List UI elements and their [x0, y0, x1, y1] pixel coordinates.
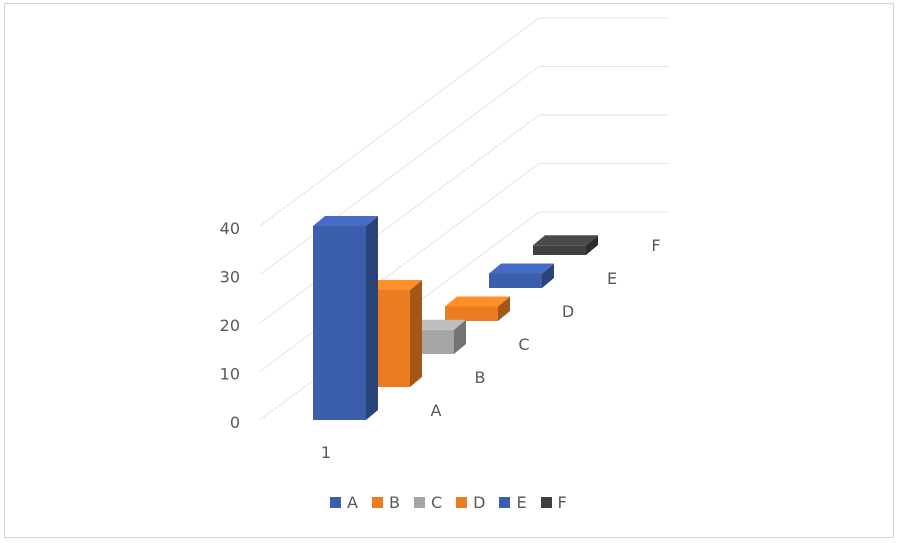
legend-label: B [388, 492, 400, 512]
legend-item: F [540, 492, 567, 512]
y-tick-label: 30 [220, 268, 240, 287]
legend-label: E [516, 492, 527, 512]
chart-frame [4, 3, 894, 538]
bar-front [489, 273, 542, 288]
gridlines: 0 10 20 30 40 [220, 17, 669, 432]
legend-label: D [473, 492, 486, 512]
legend-label: F [557, 492, 567, 512]
legend-item: E [499, 492, 527, 512]
bar-front [533, 245, 586, 255]
bar-side [410, 280, 422, 387]
bar-side [366, 216, 378, 420]
legend-swatch [499, 496, 511, 508]
legend-label: C [430, 492, 443, 512]
series-axis-label: D [562, 302, 574, 321]
gridline [259, 17, 540, 227]
legend-swatch [330, 496, 341, 508]
gridline [259, 114, 540, 324]
legend-item: C [413, 492, 443, 512]
legend-swatch [413, 496, 425, 508]
bar-front [313, 226, 366, 420]
bar-top [445, 296, 510, 307]
gridline [259, 66, 540, 275]
legend-item: D [456, 493, 485, 512]
bar-side [454, 319, 466, 354]
bar-d [445, 296, 510, 321]
legend-item: B [371, 492, 400, 512]
legend-item: A [330, 493, 358, 512]
series-axis-label: B [475, 368, 486, 387]
y-tick-label: 0 [230, 413, 240, 432]
bar-side [498, 296, 510, 321]
bar-e [489, 263, 554, 288]
bar-a [313, 216, 378, 420]
series-axis-label: C [518, 335, 529, 354]
legend-swatch [371, 496, 383, 508]
bar-front [445, 306, 498, 321]
legend-swatch [540, 496, 552, 508]
series-axis-label: E [607, 269, 617, 288]
y-tick-label: 40 [220, 219, 240, 238]
legend: A B C D E F [330, 492, 567, 512]
bar-f [533, 235, 598, 255]
legend-label: A [347, 492, 358, 512]
category-label: 1 [321, 443, 331, 462]
series-axis-label: F [651, 236, 660, 255]
bar-side [586, 235, 598, 255]
bar-side [542, 263, 554, 288]
y-tick-label: 20 [220, 316, 240, 335]
legend-swatch [456, 496, 468, 508]
bar-top [533, 235, 598, 246]
series-axis-label: A [431, 401, 442, 420]
y-tick-label: 10 [220, 365, 240, 384]
bar-top [313, 216, 378, 226]
gridline [259, 163, 540, 372]
bar-top [489, 263, 554, 274]
